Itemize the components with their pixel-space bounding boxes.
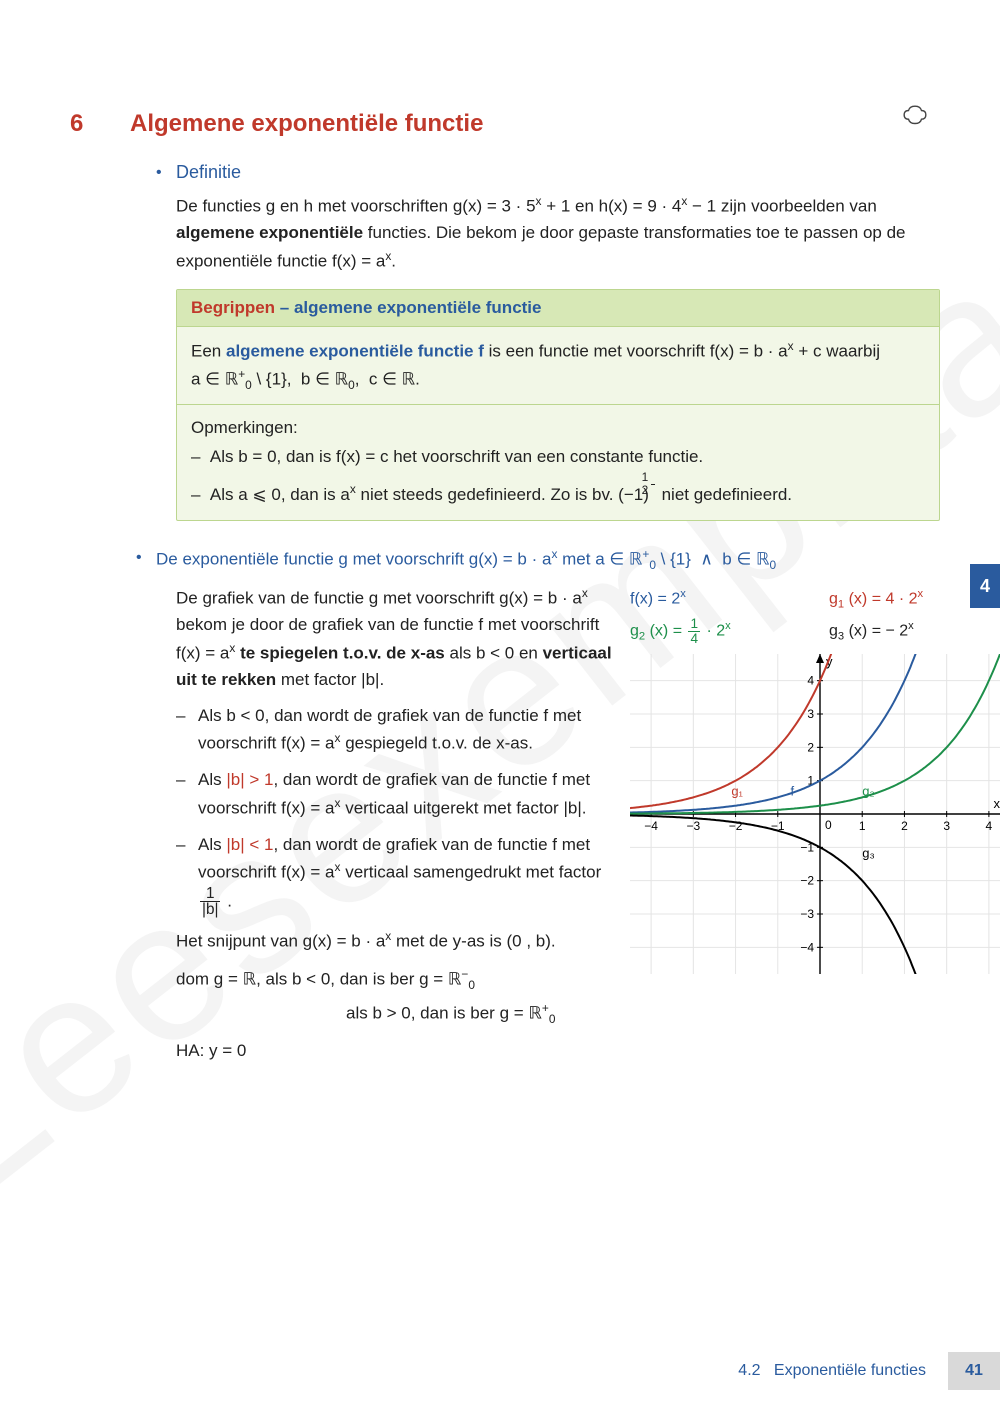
right-column: f(x) = 2x g1 (x) = 4 · 2x g2 (x) = 14 · … — [630, 584, 1000, 1065]
bullet-expfunc: • De exponentiële functie g met voorschr… — [136, 547, 940, 572]
svg-text:g₃: g₃ — [862, 845, 875, 860]
section-number: 6 — [70, 110, 130, 138]
content: • Definitie De functies g en h met voors… — [156, 162, 940, 1065]
left-item-2-text: Als |b| > 1, dan wordt de grafiek van de… — [198, 767, 616, 821]
legend-g3: g3 (x) = − 2x — [829, 616, 1000, 648]
defbox-row-2: Opmerkingen: – Als b = 0, dan is f(x) = … — [177, 405, 939, 520]
left-item-1: – Als b < 0, dan wordt de grafiek van de… — [176, 703, 616, 757]
dash-icon: – — [176, 703, 198, 757]
svg-text:−4: −4 — [644, 819, 658, 833]
svg-text:−3: −3 — [686, 819, 700, 833]
svg-text:f: f — [790, 783, 794, 798]
svg-text:−3: −3 — [800, 907, 814, 921]
svg-text:3: 3 — [807, 707, 814, 721]
left-p3: dom g = ℝ, als b < 0, dan is ber g = ℝ−0 — [176, 965, 616, 995]
legend-f: f(x) = 2x — [630, 584, 811, 616]
left-item-3: – Als |b| < 1, dan wordt de grafiek van … — [176, 832, 616, 918]
bullet-dot-icon: • — [136, 547, 156, 572]
definition-box: Begrippen – algemene exponentiële functi… — [176, 289, 940, 521]
defbox-row-1: Een algemene exponentiële functie f is e… — [177, 327, 939, 406]
svg-text:1: 1 — [859, 819, 866, 833]
left-item-1-text: Als b < 0, dan wordt de grafiek van de f… — [198, 703, 616, 757]
dash-icon: – — [176, 767, 198, 821]
chart: xy−4−3−2−101234−4−3−2−11234g₁fg₂g₃ — [630, 654, 1000, 974]
section-heading: 6 Algemene exponentiële functie — [70, 110, 940, 138]
two-column: De grafiek van de functie g met voorschr… — [176, 584, 940, 1065]
defbox-header: Begrippen – algemene exponentiële functi… — [177, 290, 939, 327]
svg-text:−2: −2 — [800, 873, 814, 887]
chart-legend: f(x) = 2x g1 (x) = 4 · 2x g2 (x) = 14 · … — [630, 584, 1000, 648]
svg-text:4: 4 — [986, 819, 993, 833]
bullet-label: Definitie — [176, 162, 241, 184]
legend-g2: g2 (x) = 14 · 2x — [630, 616, 811, 648]
footer-section-num: 4.2 — [738, 1362, 760, 1379]
bullet-dot-icon: • — [156, 162, 176, 184]
svg-text:0: 0 — [825, 818, 832, 832]
defbox-remark-2: – Als a ⩽ 0, dan is ax niet steeds gedef… — [191, 472, 925, 508]
footer-section: 4.2 Exponentiële functies — [738, 1362, 926, 1380]
page-footer: 4.2 Exponentiële functies 41 — [738, 1352, 1000, 1390]
defbox-remark-1: – Als b = 0, dan is f(x) = c het voorsch… — [191, 444, 925, 470]
bullet-label-2: De exponentiële functie g met voorschrif… — [156, 547, 776, 572]
left-item-3-text: Als |b| < 1, dan wordt de grafiek van de… — [198, 832, 616, 918]
left-p5: HA: y = 0 — [176, 1038, 616, 1064]
dash-icon: – — [176, 832, 198, 918]
chapter-side-tab: 4 — [970, 564, 1000, 608]
cloud-icon — [902, 104, 928, 130]
page: 6 Algemene exponentiële functie • Defini… — [0, 0, 1000, 1414]
footer-section-title: Exponentiële functies — [774, 1362, 926, 1379]
svg-text:g₁: g₁ — [731, 783, 743, 798]
chart-svg: xy−4−3−2−101234−4−3−2−11234g₁fg₂g₃ — [630, 654, 1000, 974]
defbox-header-blue: – algemene exponentiële functie — [280, 298, 542, 317]
svg-text:−4: −4 — [800, 940, 814, 954]
svg-text:2: 2 — [901, 819, 908, 833]
svg-text:2: 2 — [807, 740, 814, 754]
svg-text:x: x — [994, 796, 1000, 811]
intro-paragraph: De functies g en h met voorschriften g(x… — [176, 192, 940, 274]
svg-text:3: 3 — [943, 819, 950, 833]
left-item-2: – Als |b| > 1, dan wordt de grafiek van … — [176, 767, 616, 821]
svg-text:4: 4 — [807, 673, 814, 687]
section-title: Algemene exponentiële functie — [130, 110, 483, 138]
left-p4: als b > 0, dan is ber g = ℝ+0 — [346, 999, 616, 1029]
defbox-remark-label: Opmerkingen: — [191, 415, 925, 441]
footer-page-number: 41 — [948, 1352, 1000, 1390]
left-p2: Het snijpunt van g(x) = b · ax met de y-… — [176, 927, 616, 955]
left-p1: De grafiek van de functie g met voorschr… — [176, 584, 616, 693]
bullet-definitie: • Definitie — [156, 162, 940, 184]
defbox-header-red: Begrippen — [191, 298, 275, 317]
svg-text:g₂: g₂ — [862, 783, 874, 798]
left-column: De grafiek van de functie g met voorschr… — [176, 584, 616, 1065]
